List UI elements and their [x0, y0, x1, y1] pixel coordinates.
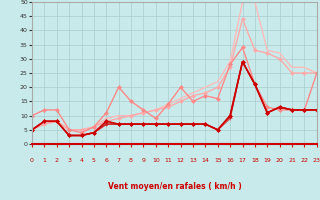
X-axis label: Vent moyen/en rafales ( km/h ): Vent moyen/en rafales ( km/h )	[108, 182, 241, 191]
